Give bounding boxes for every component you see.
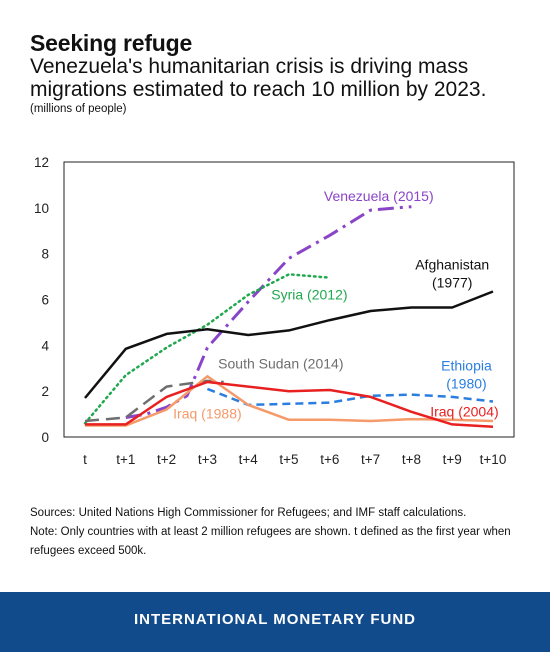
- x-tick-label: t+4: [239, 452, 259, 467]
- series-label-iraq-1988: Iraq (1988): [173, 406, 241, 422]
- series-line-iraq-2004: [85, 380, 494, 428]
- sources-text: Sources: United Nations High Commissione…: [30, 507, 467, 519]
- series-label-line: (1980): [446, 376, 486, 392]
- y-tick-label: 12: [34, 155, 49, 170]
- x-tick-label: t+3: [198, 452, 217, 467]
- x-tick-label: t+6: [320, 452, 339, 467]
- series-label-line: (1977): [432, 275, 472, 291]
- series-label-iraq-2004: Iraq (2004): [430, 403, 498, 419]
- line-chart: 0 2 4 6 8 10 12 t t+1 t+2 t+3 t+4 t+5 t+6 t+7 t+8 t+9 t+1…: [34, 155, 515, 467]
- plot-frame: [63, 161, 515, 438]
- organization-name: INTERNATIONAL MONETARY FUND: [134, 611, 416, 628]
- x-tick-label: t+8: [402, 452, 421, 467]
- series-label-venezuela-2015: Venezuela (2015): [324, 188, 434, 204]
- series-label-line: Afghanistan: [415, 257, 489, 273]
- y-tick-label: 6: [41, 293, 49, 308]
- footer-banner: INTERNATIONAL MONETARY FUND: [0, 592, 550, 652]
- unit-label: (millions of people): [30, 103, 127, 115]
- series-line-syria-2012: [83, 273, 332, 425]
- series-label-line: Iraq (2004): [430, 403, 498, 419]
- chart-notes: Sources: United Nations High Commissione…: [30, 504, 530, 561]
- note-text: Note: Only countries with at least 2 mil…: [30, 526, 511, 557]
- series-line-venezuela-2015: [125, 205, 412, 419]
- y-tick-label: 2: [41, 384, 49, 399]
- series-label-line: South Sudan (2014): [218, 355, 343, 371]
- y-tick-label: 0: [41, 430, 49, 445]
- series-label-line: Venezuela (2015): [324, 188, 434, 204]
- y-tick-label: 8: [41, 247, 49, 262]
- y-tick-label: 10: [34, 201, 49, 216]
- x-tick-label: t+10: [480, 452, 507, 467]
- series-label-line: Ethiopia: [441, 358, 492, 374]
- x-tick-label: t+2: [157, 452, 176, 467]
- series-label-south-sudan-2014: South Sudan (2014): [218, 355, 343, 371]
- series-line-iraq-1988: [85, 375, 494, 427]
- chart-subtitle: Venezuela's humanitarian crisis is drivi…: [30, 55, 487, 101]
- x-tick-label: t: [83, 452, 87, 467]
- series-label-ethiopia-1980: Ethiopia (1980): [441, 358, 492, 392]
- series-label-line: Iraq (1988): [173, 406, 241, 422]
- x-tick-label: t+9: [443, 452, 462, 467]
- chart-title: Seeking refuge: [30, 30, 193, 56]
- x-tick-label: t+1: [116, 452, 135, 467]
- series-line-ethiopia-1980: [206, 387, 494, 407]
- x-tick-label: t+5: [279, 452, 298, 467]
- y-tick-label: 4: [41, 338, 49, 353]
- series-label-afghanistan-1977: Afghanistan (1977): [415, 257, 489, 291]
- series-label-syria-2012: Syria (2012): [271, 287, 347, 303]
- series-line-afghanistan-1977: [84, 290, 494, 399]
- series-label-line: Syria (2012): [271, 287, 347, 303]
- x-tick-label: t+7: [361, 452, 380, 467]
